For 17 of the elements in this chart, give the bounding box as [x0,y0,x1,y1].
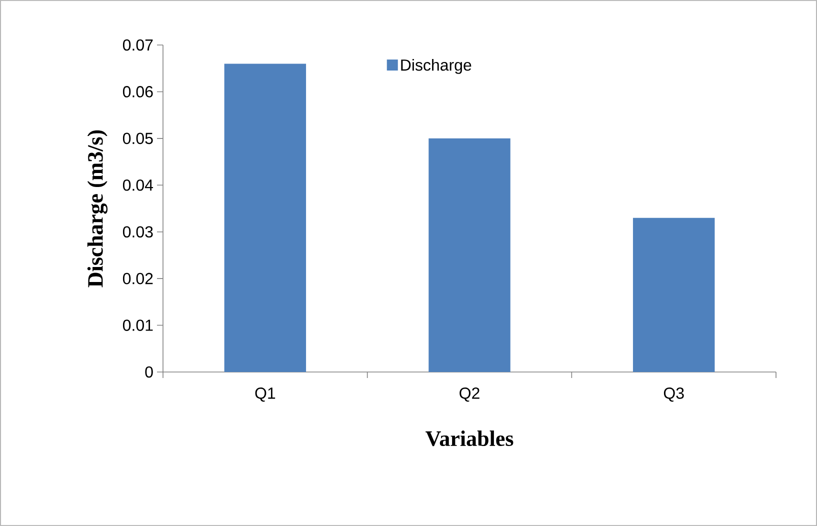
y-tick-label: 0.03 [122,226,153,238]
x-tick-label: Q2 [460,388,480,402]
legend-label: Discharge [401,58,472,74]
y-tick-label: 0.05 [122,132,153,144]
bar [632,218,715,372]
x-axis-title: Variables [426,430,514,446]
y-tick-label: 0.01 [122,320,153,331]
x-tick-label: Q1 [255,388,276,402]
y-tick-label: 0 [145,366,153,378]
bar [224,64,306,372]
y-tick-label: 0.02 [122,272,153,284]
x-tick-label: Q3 [664,388,684,402]
bar [428,138,510,372]
y-tick-label: 0.07 [122,39,153,51]
y-tick-label: 0.04 [122,179,154,191]
y-tick-label: 0.06 [122,86,153,98]
y-axis-title: Discharge (m3/s) [87,130,108,288]
